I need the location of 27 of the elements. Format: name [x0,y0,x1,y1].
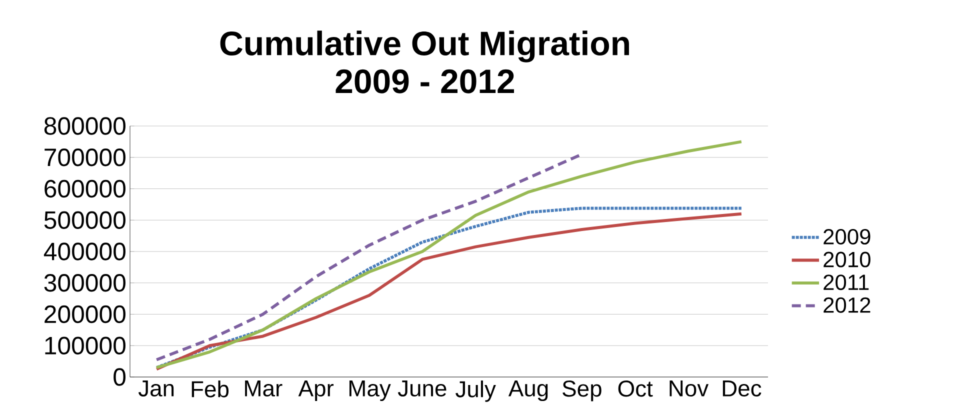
x-tick-label: Jan [138,380,174,397]
y-tick-label: 800000 [44,117,126,135]
y-tick-label: 700000 [44,148,126,166]
legend-label: 2010 [824,252,870,268]
legend-label: 2009 [824,228,870,245]
y-tick-label: 500000 [44,211,126,229]
chart-title: Cumulative Out Migration 2009 - 2012 [220,30,629,94]
y-tick-label: 600000 [44,180,126,198]
y-tick-label: 200000 [44,305,126,324]
x-tick-label: Nov [670,380,709,397]
y-tick-label: 400000 [44,242,126,260]
x-tick-label: Mar [245,380,282,397]
x-tick-label: June [398,380,446,397]
legend-label: 2012 [824,297,870,313]
x-tick-label: Dec [722,380,762,397]
y-tick-label: 0 [114,368,126,386]
x-tick-label: Oct [618,380,653,397]
x-tick-label: Apr [298,380,334,402]
y-tick-label: 300000 [44,274,126,292]
line-series [155,140,743,370]
x-tick-label: July [456,380,496,402]
x-tick-label: May [349,380,391,402]
x-tick-label: Sep [562,380,602,402]
y-tick-label: 100000 [45,336,126,354]
x-tick-label: Aug [508,380,548,402]
x-tick-label: Feb [192,380,229,398]
legend-label: 2011 [824,274,869,290]
